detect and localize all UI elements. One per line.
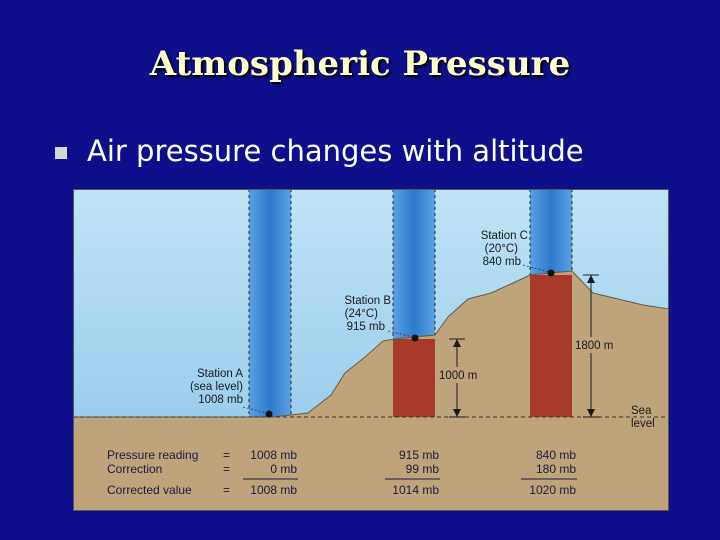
station-a-detail: (sea level) (190, 381, 243, 393)
height-label-c: 1800 m (575, 340, 613, 352)
operator-3: = (223, 483, 230, 497)
warm-column-c (530, 275, 572, 417)
station-a-corrected: 1008 mb (250, 483, 297, 497)
land-profile (73, 270, 669, 511)
station-b-pressure: 915 mb (347, 321, 385, 333)
station-a-reading: 1008 mb (250, 448, 297, 462)
station-c-detail: (20°C) (485, 243, 519, 255)
station-c-correction: 180 mb (536, 462, 576, 476)
operator-1: = (223, 448, 230, 462)
station-c-name: Station C (481, 230, 528, 242)
station-a-correction: 0 mb (270, 462, 297, 476)
station-b-name: Station B (344, 295, 391, 307)
slide-title: Atmospheric Pressure (149, 44, 571, 84)
row-label-corrected-value: Corrected value (107, 483, 192, 497)
bullet-marker (55, 147, 67, 159)
station-b-detail: (24°C) (345, 308, 379, 320)
station-a-name: Station A (197, 368, 243, 380)
row-label-pressure-reading: Pressure reading (107, 448, 198, 462)
station-c-dot (547, 269, 555, 277)
bullet-text: Air pressure changes with altitude (87, 134, 584, 168)
station-b-corrected: 1014 mb (392, 483, 439, 497)
altitude-pressure-diagram: 1000 m 1800 m Station A (sea level) 1008… (73, 189, 669, 511)
row-label-correction: Correction (107, 462, 162, 476)
air-column-a (249, 189, 291, 417)
height-label-b: 1000 m (439, 370, 477, 382)
station-b-dot (411, 334, 419, 342)
sea-level-label-1: Sea (631, 405, 652, 417)
station-b-correction: 99 mb (406, 462, 440, 476)
operator-2: = (223, 462, 230, 476)
station-a-dot (265, 410, 273, 418)
station-b-reading: 915 mb (399, 448, 439, 462)
station-c-corrected: 1020 mb (529, 483, 576, 497)
station-c-pressure: 840 mb (483, 256, 521, 268)
air-column-b (393, 189, 435, 339)
warm-column-b (393, 339, 435, 417)
station-c-reading: 840 mb (536, 448, 576, 462)
sea-level-label-2: level (631, 418, 655, 430)
air-column-c (530, 189, 572, 275)
station-a-pressure: 1008 mb (198, 394, 243, 406)
